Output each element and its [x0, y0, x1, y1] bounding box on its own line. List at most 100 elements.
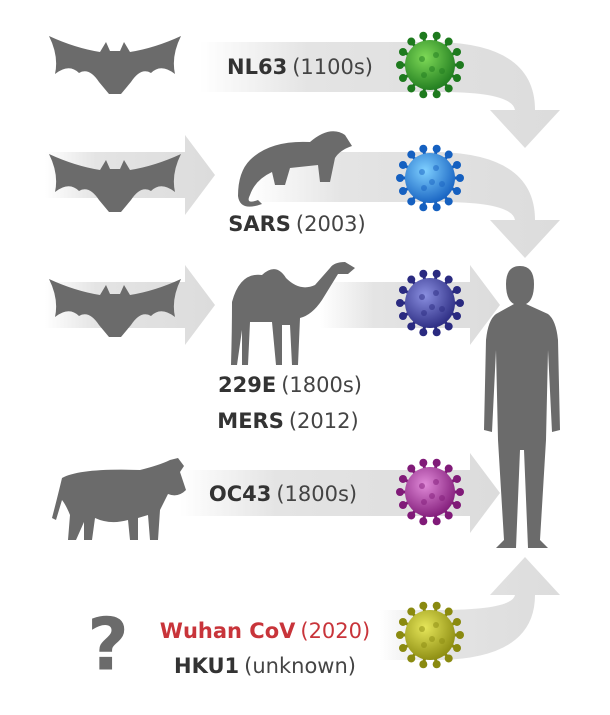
virus-body — [405, 153, 455, 203]
virus-spike-tip — [453, 312, 462, 321]
virus-spike-tip — [407, 275, 416, 284]
virus-spike-tip — [398, 74, 407, 83]
viruses — [396, 31, 464, 669]
virus-spike-tip — [456, 488, 464, 496]
virus-dot — [419, 626, 425, 632]
virus-name: SARS — [228, 212, 291, 236]
virus-spike-tip — [432, 458, 441, 467]
virus-spike-tip — [419, 90, 428, 99]
virus-dot — [429, 493, 435, 499]
virus-spike-tip — [419, 31, 428, 40]
virus-spike-tip — [407, 84, 416, 93]
virus-spike-tip — [456, 174, 464, 182]
virus-spike-tip — [453, 187, 462, 196]
virus-spike-tip — [432, 328, 441, 337]
virus-spike-tip — [432, 144, 441, 153]
virus-spike-tip — [453, 617, 462, 626]
virus-spike-tip — [419, 660, 428, 669]
virus-body — [405, 278, 455, 328]
civet — [238, 131, 352, 207]
bat — [49, 36, 181, 94]
virus-spike-tip — [432, 601, 441, 610]
virus-spike-tip — [432, 517, 441, 526]
virus — [396, 31, 464, 99]
virus-spike-tip — [396, 61, 404, 69]
virus-dot — [433, 622, 439, 628]
virus-dot — [419, 56, 425, 62]
virus — [396, 601, 464, 669]
virus-spike-tip — [398, 187, 407, 196]
virus-spike-tip — [396, 488, 404, 496]
virus-spike-tip — [453, 74, 462, 83]
virus-spike-tip — [444, 607, 453, 616]
virus-dot — [421, 499, 427, 505]
virus-spike-tip — [407, 464, 416, 473]
virus-spike-tip — [419, 601, 428, 610]
virus-dot — [421, 185, 427, 191]
virus-dot — [433, 479, 439, 485]
virus-spike-tip — [432, 31, 441, 40]
virus-spike-tip — [453, 474, 462, 483]
virus-spike-tip — [432, 203, 441, 212]
virus-dot — [419, 483, 425, 489]
virus-spike-tip — [444, 654, 453, 663]
virus-spike-tip — [419, 328, 428, 337]
animals — [49, 36, 560, 548]
virus-spike-tip — [444, 464, 453, 473]
virus-year: (2020) — [300, 619, 370, 643]
virus-spike-tip — [444, 511, 453, 520]
virus-year: (2012) — [289, 409, 359, 433]
virus-spike-tip — [407, 150, 416, 159]
virus-spike-tip — [453, 501, 462, 510]
virus-spike-tip — [456, 61, 464, 69]
virus-spike-tip — [444, 322, 453, 331]
virus-year: (1800s) — [276, 482, 357, 506]
virus-dot — [419, 169, 425, 175]
virus-spike-tip — [432, 269, 441, 278]
virus-dot — [439, 306, 445, 312]
virus-spike-tip — [398, 160, 407, 169]
virus-spike-tip — [396, 174, 404, 182]
virus-name: OC43 — [209, 482, 272, 506]
virus-spike-tip — [456, 631, 464, 639]
virus-body — [405, 467, 455, 517]
virus-spike-tip — [419, 517, 428, 526]
virus-spike-tip — [453, 285, 462, 294]
label: SARS (2003) — [228, 212, 366, 236]
virus-spike-tip — [419, 458, 428, 467]
label: Wuhan CoV (2020) — [160, 619, 370, 643]
virus-dot — [439, 68, 445, 74]
virus-spike-tip — [432, 660, 441, 669]
virus-dot — [433, 290, 439, 296]
virus-dot — [419, 294, 425, 300]
virus-spike-tip — [398, 501, 407, 510]
virus-name: Wuhan CoV — [160, 619, 296, 643]
label: 229E (1800s) — [218, 373, 362, 397]
virus-spike-tip — [444, 275, 453, 284]
virus-spike-tip — [407, 654, 416, 663]
label: HKU1 (unknown) — [174, 654, 356, 678]
virus-dot — [421, 72, 427, 78]
virus-spike-tip — [396, 299, 404, 307]
arrow — [200, 42, 560, 148]
virus-spike-tip — [453, 47, 462, 56]
virus-year: (1100s) — [292, 55, 373, 79]
virus-spike-tip — [419, 269, 428, 278]
virus — [396, 269, 464, 337]
virus — [396, 144, 464, 212]
virus-spike-tip — [444, 150, 453, 159]
virus-dot — [429, 66, 435, 72]
arrows — [45, 42, 560, 660]
virus-dot — [439, 495, 445, 501]
virus-spike-tip — [398, 285, 407, 294]
virus-spike-tip — [398, 644, 407, 653]
virus-spike-tip — [398, 617, 407, 626]
virus-spike-tip — [398, 47, 407, 56]
virus-body — [405, 40, 455, 90]
virus-spike-tip — [453, 644, 462, 653]
cow — [52, 458, 186, 540]
virus-spike-tip — [444, 37, 453, 46]
virus-spike-tip — [396, 631, 404, 639]
virus-body — [405, 610, 455, 660]
